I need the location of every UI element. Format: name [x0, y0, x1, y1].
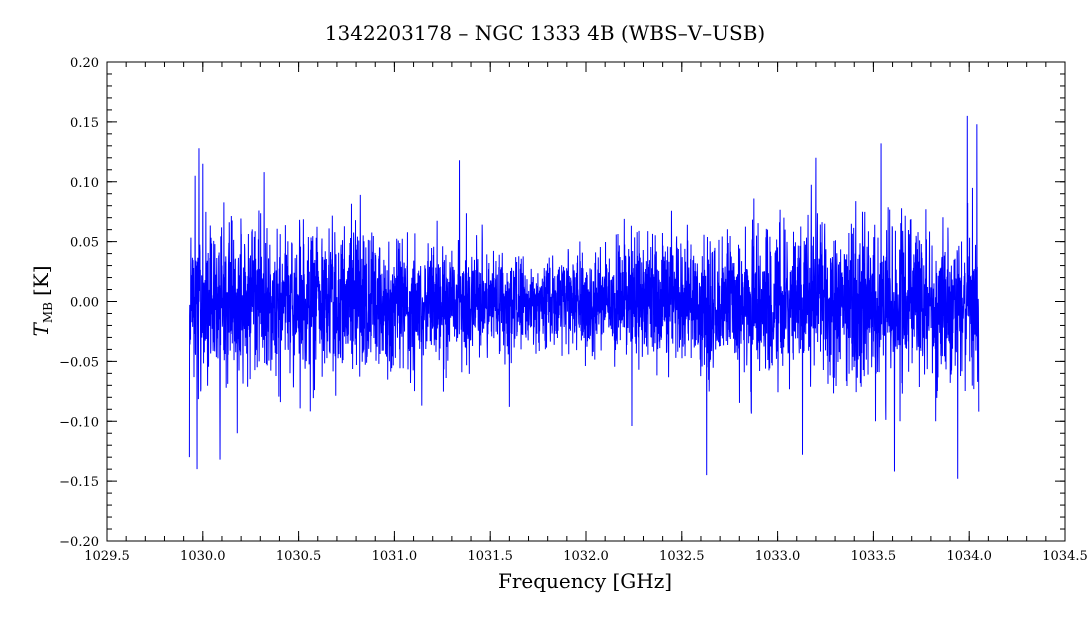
y-tick-label: 0.10: [70, 176, 99, 191]
y-tick-label: 0.15: [70, 116, 99, 131]
y-tick-label: 0.00: [70, 296, 99, 311]
y-axis-label-sub: MB: [41, 302, 55, 323]
x-tick-label: 1032.5: [659, 549, 705, 564]
spectrum-line: [188, 115, 980, 479]
y-tick-label: −0.15: [59, 475, 99, 490]
x-tick-label: 1030.5: [276, 549, 322, 564]
y-tick-label: −0.10: [59, 415, 99, 430]
y-tick-label: −0.05: [59, 355, 99, 370]
x-tick-label: 1034.5: [1042, 549, 1088, 564]
axis-ticks: [106, 61, 1066, 542]
y-axis-label-unit: [K]: [29, 266, 53, 297]
y-axis-label-main: T: [29, 322, 53, 337]
x-tick-label: 1032.0: [563, 549, 609, 564]
x-tick-label: 1029.5: [84, 549, 130, 564]
x-tick-label: 1031.0: [372, 549, 418, 564]
y-tick-labels: −0.20 −0.15 −0.10 −0.05 0.00 0.05 0.10 0.15 0.20: [59, 56, 99, 550]
y-tick-label: −0.20: [59, 535, 99, 550]
x-tick-label: 1034.0: [946, 549, 992, 564]
x-tick-label: 1033.0: [755, 549, 801, 564]
x-tick-label: 1033.5: [851, 549, 897, 564]
x-tick-label: 1030.0: [180, 549, 226, 564]
x-axis-label: Frequency [GHz]: [498, 569, 672, 593]
x-tick-label: 1031.5: [467, 549, 513, 564]
chart-title: 1342203178 – NGC 1333 4B (WBS–V–USB): [325, 21, 765, 45]
x-tick-labels: 1029.5 1030.0 1030.5 1031.0 1031.5 1032.0 1032…: [84, 549, 1088, 564]
y-tick-label: 0.20: [70, 56, 99, 71]
y-axis-label: TMB [K]: [29, 266, 55, 337]
y-tick-label: 0.05: [70, 236, 99, 251]
